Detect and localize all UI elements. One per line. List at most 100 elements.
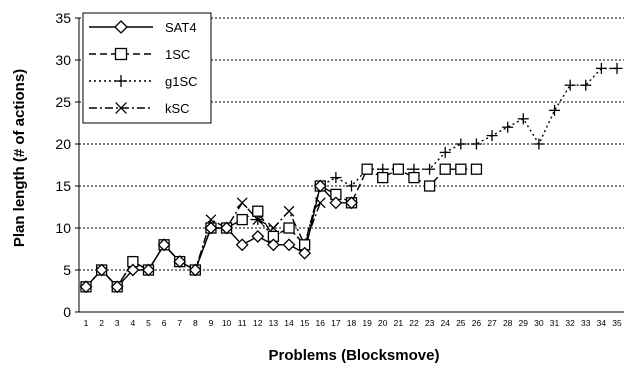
x-tick-label: 29 — [519, 318, 529, 328]
point-sat4 — [79, 280, 93, 294]
x-tick-label: 14 — [284, 318, 294, 328]
point-g1sc — [502, 121, 514, 133]
legend: SAT4 1SC g1SC kSC — [82, 12, 212, 124]
point-sat4 — [126, 263, 140, 277]
y-tick-label: 10 — [55, 220, 71, 236]
series-line-1sc — [85, 168, 477, 288]
point-g1sc — [595, 62, 607, 74]
point-g1sc — [486, 130, 498, 142]
x-marker-b — [314, 197, 326, 209]
point-sat4 — [282, 238, 296, 252]
x-tick-label: 25 — [456, 318, 466, 328]
x-tick-label: 5 — [146, 318, 151, 328]
point-1sc — [392, 163, 405, 175]
point-sat4 — [142, 263, 155, 277]
x-tick-label: 17 — [331, 318, 341, 328]
point-1sc — [252, 205, 264, 217]
x-tick-label: 2 — [99, 318, 104, 328]
legend-box — [82, 12, 212, 124]
x-tick-label: 27 — [487, 318, 497, 328]
point-g1sc — [517, 113, 529, 125]
x-tick-label: 20 — [378, 318, 388, 328]
x-tick-label: 9 — [209, 318, 214, 328]
point-1sc — [455, 163, 467, 175]
point-sat4 — [188, 263, 202, 277]
legend-label-sat4: SAT4 — [165, 20, 197, 35]
point-sat4 — [266, 238, 280, 252]
series-markers — [79, 62, 623, 294]
y-tick-label: 0 — [63, 304, 71, 320]
x-tick-label: 1 — [84, 318, 89, 328]
series-line-sat4 — [85, 184, 352, 288]
point-sat4 — [204, 221, 218, 235]
legend-marker-1sc — [114, 47, 128, 61]
point-g1sc — [455, 138, 467, 150]
x-tick-label: 19 — [362, 318, 372, 328]
x-axis-title: Problems (Blocksmove) — [269, 347, 440, 364]
x-tick-label: 26 — [472, 318, 482, 328]
point-g1sc — [424, 163, 436, 175]
point-1sc — [408, 171, 420, 184]
x-tick-label: 7 — [177, 318, 182, 328]
y-tick-label: 20 — [55, 136, 71, 152]
point-g1sc — [611, 62, 623, 74]
point-1sc — [236, 213, 248, 226]
x-tick-label: 24 — [440, 318, 450, 328]
y-tick-label: 5 — [63, 262, 71, 278]
point-1sc — [423, 180, 436, 192]
point-g1sc — [580, 79, 592, 91]
y-tick-label: 25 — [55, 94, 71, 110]
legend-marker-g1sc — [115, 75, 127, 87]
x-tick-label: 21 — [394, 318, 404, 328]
point-g1sc — [549, 104, 561, 116]
point-g1sc — [470, 138, 482, 150]
point-sat4 — [313, 179, 327, 193]
y-axis-title: Plan length (# of actions) — [11, 69, 28, 247]
x-tick-label: 34 — [597, 318, 607, 328]
x-tick-label: 28 — [503, 318, 513, 328]
x-marker-b — [283, 205, 295, 217]
point-g1sc — [533, 138, 545, 150]
point-sat4 — [220, 221, 233, 235]
x-tick-label: 3 — [115, 318, 120, 328]
legend-label-ksc: kSC — [165, 101, 190, 116]
legend-label-g1sc: g1SC — [165, 74, 198, 89]
x-tick-label: 22 — [409, 318, 419, 328]
x-tick-label: 32 — [565, 318, 575, 328]
point-sat4 — [345, 196, 358, 210]
y-tick-label: 15 — [55, 178, 71, 194]
point-ksc — [283, 205, 295, 217]
point-sat4 — [235, 238, 249, 252]
point-1sc — [361, 163, 373, 175]
point-ksc — [236, 197, 248, 209]
point-1sc — [283, 222, 295, 234]
point-1sc — [377, 171, 389, 184]
x-tick-label: 11 — [238, 318, 247, 328]
x-tick-label: 23 — [425, 318, 435, 328]
point-g1sc — [330, 172, 342, 184]
x-tick-label: 8 — [193, 318, 198, 328]
legend-marker-ksc — [115, 102, 127, 114]
x-marker-b — [236, 197, 248, 209]
point-g1sc — [564, 79, 576, 91]
point-sat4 — [329, 196, 343, 210]
point-sat4 — [298, 246, 312, 260]
point-sat4 — [173, 255, 187, 269]
x-tick-label: 12 — [253, 318, 263, 328]
x-tick-label: 13 — [269, 318, 279, 328]
x-tick-label: 30 — [534, 318, 544, 328]
legend-marker-sat4 — [114, 20, 128, 34]
point-g1sc — [439, 146, 451, 158]
x-tick-label: 35 — [612, 318, 622, 328]
point-ksc — [314, 197, 326, 209]
x-tick-label: 33 — [581, 318, 591, 328]
x-tick-label: 15 — [300, 318, 310, 328]
x-tick-label: 4 — [130, 318, 135, 328]
x-marker-b — [115, 102, 127, 114]
point-1sc — [439, 163, 451, 175]
x-tick-label: 6 — [162, 318, 167, 328]
y-tick-label: 30 — [55, 52, 71, 68]
point-sat4 — [110, 280, 124, 294]
